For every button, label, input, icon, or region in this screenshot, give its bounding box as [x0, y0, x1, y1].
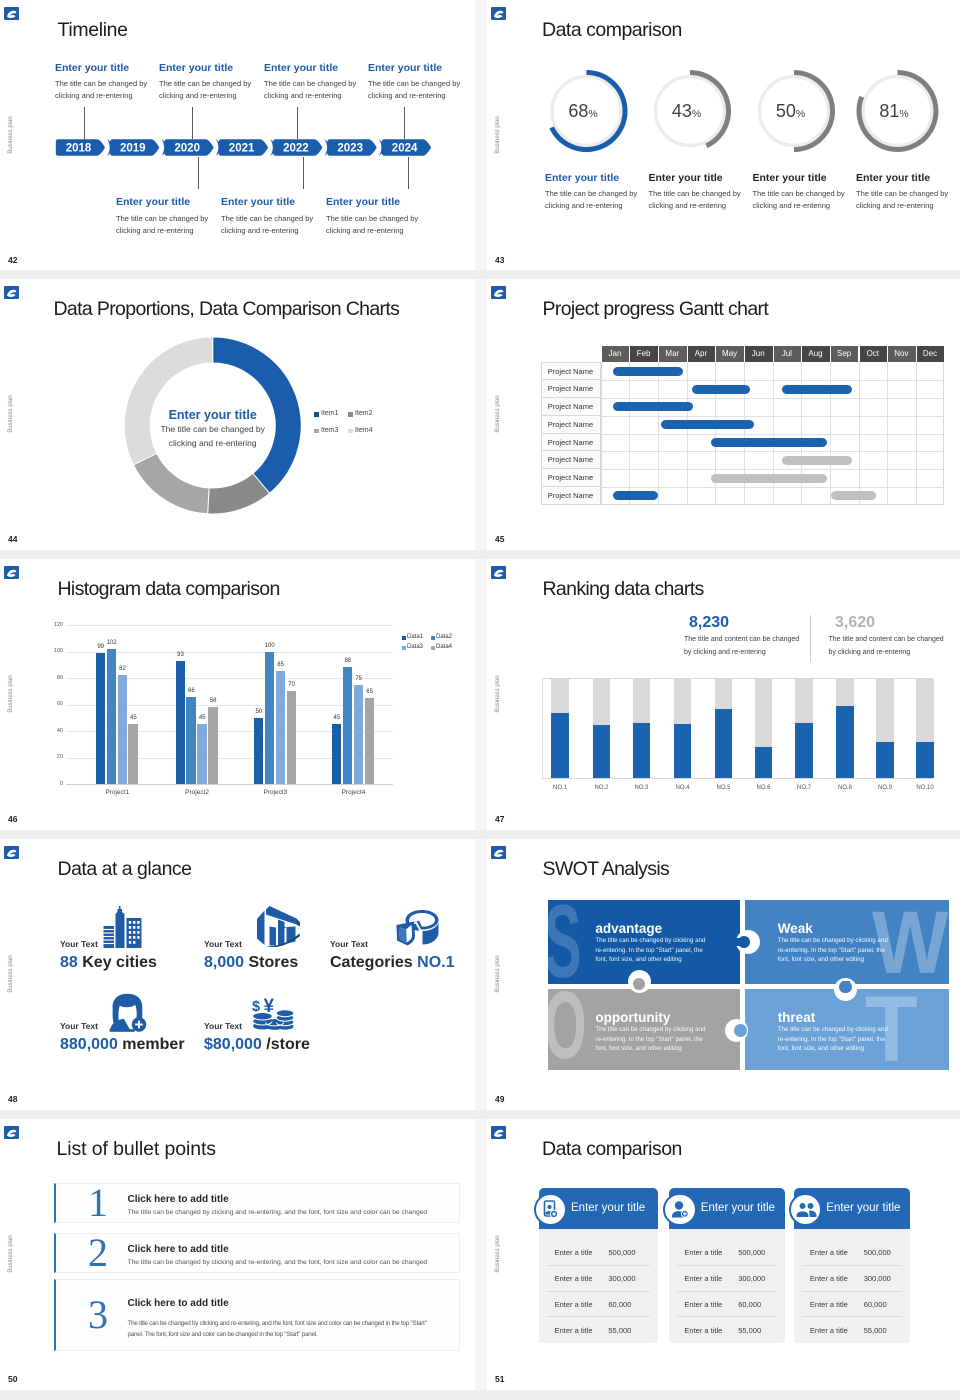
- svg-text:81%: 81%: [879, 101, 908, 121]
- svg-text:2019: 2019: [120, 143, 146, 155]
- svg-text:2018: 2018: [66, 143, 92, 155]
- svg-text:2023: 2023: [337, 143, 363, 155]
- svg-text:2021: 2021: [229, 143, 255, 155]
- svg-text:2024: 2024: [392, 143, 418, 155]
- svg-text:¥: ¥: [264, 996, 275, 1017]
- svg-text:2020: 2020: [174, 143, 200, 155]
- svg-text:50%: 50%: [776, 101, 805, 121]
- svg-text:2022: 2022: [283, 143, 309, 155]
- svg-text:43%: 43%: [672, 101, 701, 121]
- svg-text:68%: 68%: [568, 101, 597, 121]
- svg-text:$: $: [252, 999, 260, 1015]
